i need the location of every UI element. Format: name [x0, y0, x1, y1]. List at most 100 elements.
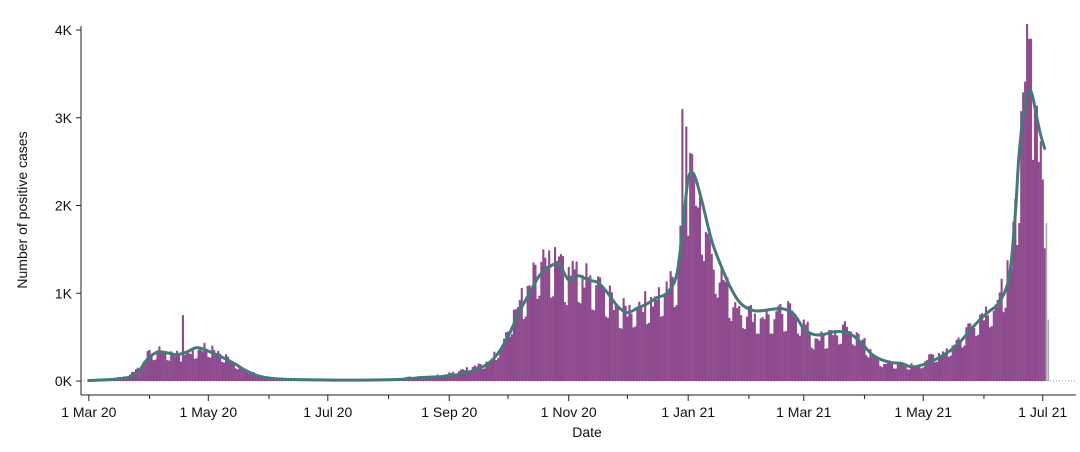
case-bar [640, 306, 643, 381]
case-bar [722, 279, 725, 381]
case-bar [1026, 24, 1029, 381]
case-bar [877, 359, 880, 381]
case-bar [240, 368, 243, 381]
case-bar [567, 266, 570, 381]
case-bar [841, 324, 845, 381]
case-bar [828, 330, 831, 381]
case-bar [898, 364, 901, 381]
case-bar [636, 309, 639, 381]
case-bar [497, 357, 500, 381]
case-bar [843, 321, 847, 381]
case-bar [984, 306, 988, 381]
case-bar [512, 309, 515, 381]
case-bar [1041, 179, 1044, 381]
case-bar [463, 370, 467, 381]
case-bar [930, 353, 933, 381]
x-axis-title: Date [572, 424, 602, 440]
case-bar [853, 345, 856, 381]
case-bar [892, 368, 895, 381]
case-bar [454, 373, 457, 381]
case-bar [646, 324, 649, 381]
case-bar [953, 344, 956, 381]
case-bar [507, 331, 510, 381]
case-bar [904, 366, 907, 381]
case-bar [863, 337, 866, 381]
case-bar [924, 361, 927, 381]
case-bar [538, 295, 541, 381]
case-bar [252, 371, 255, 381]
case-bar [757, 333, 760, 381]
case-bar [477, 363, 480, 381]
case-bar [794, 316, 798, 381]
case-bar [1031, 159, 1035, 381]
case-bar [687, 235, 690, 381]
case-bar [516, 307, 519, 381]
incomplete-case-bar [1045, 223, 1048, 381]
case-bar [575, 261, 578, 381]
x-tick-label: 1 Jul 20 [303, 404, 352, 420]
case-bar [528, 285, 531, 381]
case-bar [730, 320, 733, 381]
case-bar [849, 331, 852, 381]
case-bar [583, 287, 586, 381]
case-bar [832, 335, 835, 381]
case-bar [961, 347, 964, 381]
case-bar [888, 360, 892, 381]
case-bar [211, 345, 214, 381]
case-bar [1012, 221, 1015, 381]
case-bar [622, 298, 625, 381]
case-bar [179, 361, 183, 381]
x-tick-label: 1 Nov 20 [541, 404, 597, 420]
case-bar [224, 354, 228, 381]
case-bar [928, 354, 931, 381]
y-tick-label: 3K [55, 110, 73, 126]
case-bar [789, 303, 792, 381]
case-bar [698, 197, 702, 381]
case-bar [857, 333, 860, 381]
case-bar [585, 263, 588, 381]
case-bar [542, 249, 545, 381]
case-bar [765, 309, 768, 381]
case-bar [160, 353, 163, 381]
case-bar [503, 338, 506, 381]
case-bar [867, 357, 870, 381]
case-bar [761, 317, 764, 381]
case-bar [689, 152, 692, 381]
case-bar [193, 358, 196, 381]
case-bar [618, 327, 621, 381]
case-bar [191, 348, 194, 381]
case-bar [524, 316, 527, 381]
case-bar [1016, 245, 1019, 381]
case-bar [481, 368, 484, 381]
case-bar [810, 347, 813, 381]
case-bar [804, 324, 807, 381]
case-bar [679, 225, 682, 381]
case-bar [577, 302, 580, 381]
case-bar [890, 361, 894, 381]
case-bar [475, 366, 478, 381]
case-bar [150, 355, 153, 381]
case-bar [1010, 268, 1013, 381]
bar-series [87, 24, 1050, 382]
case-bar [250, 374, 253, 381]
case-bar [626, 316, 629, 381]
case-bar [749, 305, 752, 381]
case-bar [695, 205, 698, 381]
case-bar [1020, 111, 1023, 382]
case-bar [628, 304, 631, 381]
case-bar [718, 282, 721, 381]
case-bar [522, 319, 525, 381]
case-bar [767, 314, 770, 381]
chart-axes [80, 26, 1076, 396]
case-bar [671, 276, 674, 381]
case-bar [973, 328, 976, 381]
case-bar [851, 344, 854, 381]
case-bar [563, 302, 566, 381]
case-bar [885, 364, 888, 381]
case-bar [1008, 275, 1011, 381]
average-line-group [87, 89, 1047, 383]
case-bar [138, 369, 141, 381]
case-bar [677, 260, 680, 381]
case-bar [975, 336, 978, 381]
case-bar [742, 328, 745, 381]
